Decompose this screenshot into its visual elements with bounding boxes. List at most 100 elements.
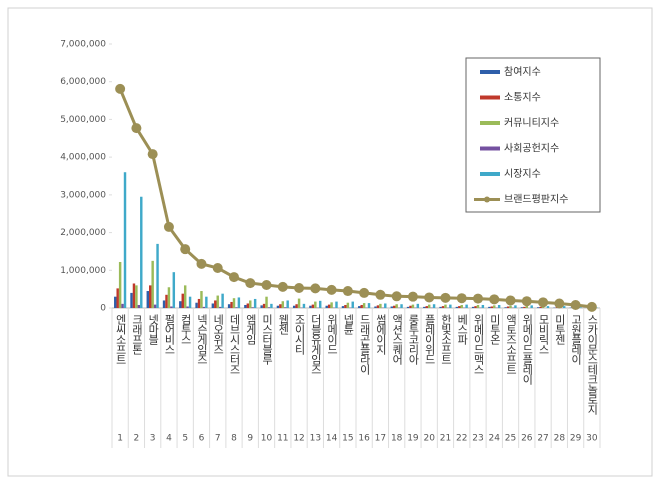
marker: [489, 294, 499, 304]
bar: [203, 307, 205, 308]
bar: [509, 306, 511, 308]
rank-label: 17: [375, 434, 386, 444]
bar: [426, 306, 428, 308]
rank-label: 24: [489, 434, 501, 444]
bar: [235, 307, 237, 308]
x-tick-label: 룽투코리아: [407, 314, 420, 366]
bar: [384, 303, 386, 308]
marker: [148, 149, 158, 159]
rank-label: 27: [537, 434, 548, 444]
x-tick-label: 고원플레이: [570, 314, 583, 366]
x-tick-label: 위메이드맥스: [472, 314, 485, 374]
marker: [213, 263, 223, 273]
marker: [506, 295, 516, 305]
bar: [514, 305, 516, 308]
bar: [121, 304, 123, 308]
bar: [488, 307, 490, 308]
marker: [245, 278, 255, 288]
bar: [228, 304, 230, 308]
bar: [303, 304, 305, 308]
marker: [115, 84, 125, 94]
bar: [547, 306, 549, 308]
bar: [391, 306, 393, 308]
bar: [458, 306, 460, 308]
bar: [395, 304, 397, 308]
bar: [260, 305, 262, 308]
bar: [286, 300, 288, 308]
legend-swatch: [480, 96, 500, 100]
rank-label: 22: [456, 434, 467, 444]
bar: [270, 304, 272, 308]
x-tick-label: 스카이문스테크놀로지: [586, 314, 599, 415]
bar: [312, 305, 314, 308]
bar: [377, 305, 379, 308]
y-tick-label: 4,000,000: [60, 153, 106, 163]
marker: [522, 296, 532, 306]
bar: [474, 306, 476, 308]
rank-label: 12: [293, 434, 304, 444]
bar: [135, 285, 137, 308]
legend-box: [466, 58, 600, 212]
y-tick-label: 7,000,000: [60, 40, 106, 50]
bar: [279, 304, 281, 308]
marker: [440, 293, 450, 303]
bar: [352, 302, 354, 308]
bar: [233, 298, 235, 308]
bar: [214, 300, 216, 308]
bar: [147, 291, 149, 308]
x-tick-label: 미투온: [488, 314, 501, 345]
x-tick-label: 웹젠: [277, 314, 290, 335]
bar: [319, 301, 321, 308]
bar: [249, 300, 251, 308]
rank-label: 2: [134, 434, 140, 444]
marker: [294, 283, 304, 293]
marker: [180, 244, 190, 254]
bar: [472, 307, 474, 308]
bar: [195, 303, 197, 308]
bar: [423, 307, 425, 308]
x-tick-label: 컴투스: [179, 314, 192, 344]
y-tick-label: 0: [100, 304, 106, 314]
bar: [504, 307, 506, 308]
bar: [124, 172, 126, 308]
x-tick-label: 엔씨소프트: [114, 314, 127, 364]
bar: [217, 296, 219, 308]
bar: [254, 299, 256, 308]
bar: [168, 287, 170, 308]
rank-label: 6: [199, 434, 205, 444]
y-tick-label: 3,000,000: [60, 190, 106, 200]
y-tick-label: 1,000,000: [60, 266, 106, 276]
bar: [374, 306, 376, 308]
bar: [295, 304, 297, 308]
bar: [328, 305, 330, 308]
rank-label: 15: [342, 434, 353, 444]
marker: [538, 297, 548, 307]
marker: [131, 123, 141, 133]
rank-label: 21: [440, 434, 451, 444]
bar: [173, 272, 175, 308]
rank-label: 1: [117, 434, 123, 444]
legend-label: 참여지수: [504, 66, 541, 78]
bar: [326, 306, 328, 308]
marker: [262, 280, 272, 290]
bar: [282, 301, 284, 308]
bar: [116, 288, 118, 308]
x-tick-label: 모비릭스: [537, 314, 550, 354]
bar: [342, 306, 344, 308]
x-tick-label: 넥슨게임즈: [195, 314, 208, 364]
rank-label: 13: [310, 434, 321, 444]
bar: [407, 307, 409, 308]
rank-label: 10: [261, 434, 273, 444]
rank-label: 9: [247, 434, 253, 444]
bar: [182, 294, 184, 308]
bar: [523, 307, 525, 308]
rank-label: 14: [326, 434, 338, 444]
x-tick-label: 플레이위드: [423, 314, 436, 364]
bar: [417, 304, 419, 308]
bar: [314, 302, 316, 308]
bar: [456, 307, 458, 308]
bar: [393, 306, 395, 308]
bar: [184, 285, 186, 308]
bar: [198, 299, 200, 308]
bar: [130, 293, 132, 308]
